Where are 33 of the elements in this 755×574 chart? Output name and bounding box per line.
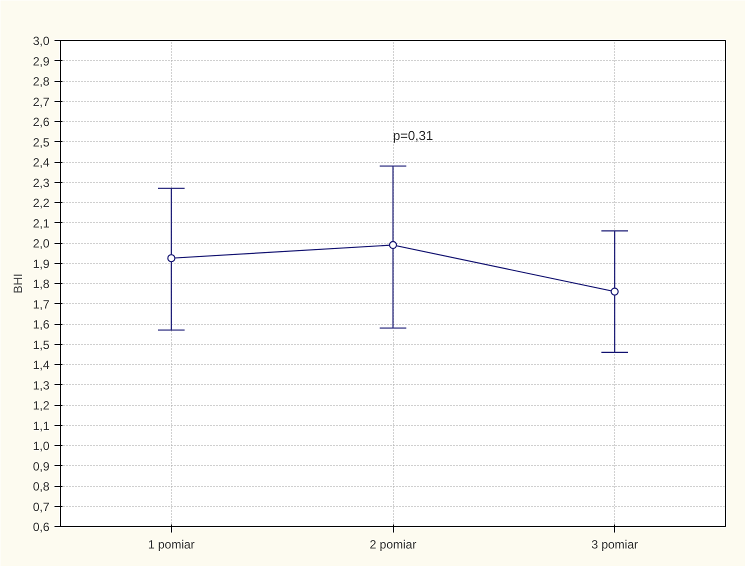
y-tick-label: 2,3 bbox=[32, 176, 50, 190]
point bbox=[167, 254, 176, 262]
y-tick-label: 1,3 bbox=[32, 378, 50, 392]
y-tick-label: 2,9 bbox=[32, 54, 50, 68]
y-tick-label: 1,4 bbox=[32, 358, 50, 372]
y-tick-label: 0,8 bbox=[32, 480, 50, 494]
y-tick-label: 2,1 bbox=[32, 216, 50, 230]
y-tick-label: 1,8 bbox=[32, 277, 50, 291]
y-tick-label: 0,6 bbox=[32, 520, 50, 534]
x-tick-label: 3 pomiar bbox=[591, 538, 638, 552]
y-tick-label: 1,6 bbox=[32, 318, 50, 332]
point bbox=[388, 240, 398, 250]
y-tick-label: 1,9 bbox=[32, 256, 50, 271]
y-tick-label: 1,1 bbox=[32, 418, 50, 433]
y-tick-label: 1,5 bbox=[32, 338, 50, 352]
y-tick-label: 2,0 bbox=[32, 236, 50, 250]
y-axis-title: BHI bbox=[10, 273, 25, 294]
y-tick-label: 3,0 bbox=[32, 34, 50, 48]
y-tick-label: 2,4 bbox=[32, 156, 50, 170]
y-tick-label: 0,7 bbox=[32, 500, 50, 514]
y-tick-label: 2,2 bbox=[32, 196, 50, 210]
y-tick-label: 2,8 bbox=[32, 74, 50, 88]
y-tick-label: 1,0 bbox=[32, 439, 50, 453]
y-tick-label: 0,9 bbox=[32, 459, 50, 474]
x-tick-label: 1 pomiar bbox=[148, 538, 195, 552]
y-tick-label: 1,7 bbox=[32, 297, 50, 312]
y-tick-label: 2,7 bbox=[32, 94, 50, 109]
y-tick-label: 2,6 bbox=[32, 115, 50, 129]
y-tick-label: 1,2 bbox=[32, 398, 50, 412]
point bbox=[610, 288, 619, 296]
x-tick-label: 2 pomiar bbox=[370, 538, 416, 552]
y-tick-label: 2,5 bbox=[32, 135, 50, 150]
annotation: p=0,31 bbox=[393, 128, 434, 143]
